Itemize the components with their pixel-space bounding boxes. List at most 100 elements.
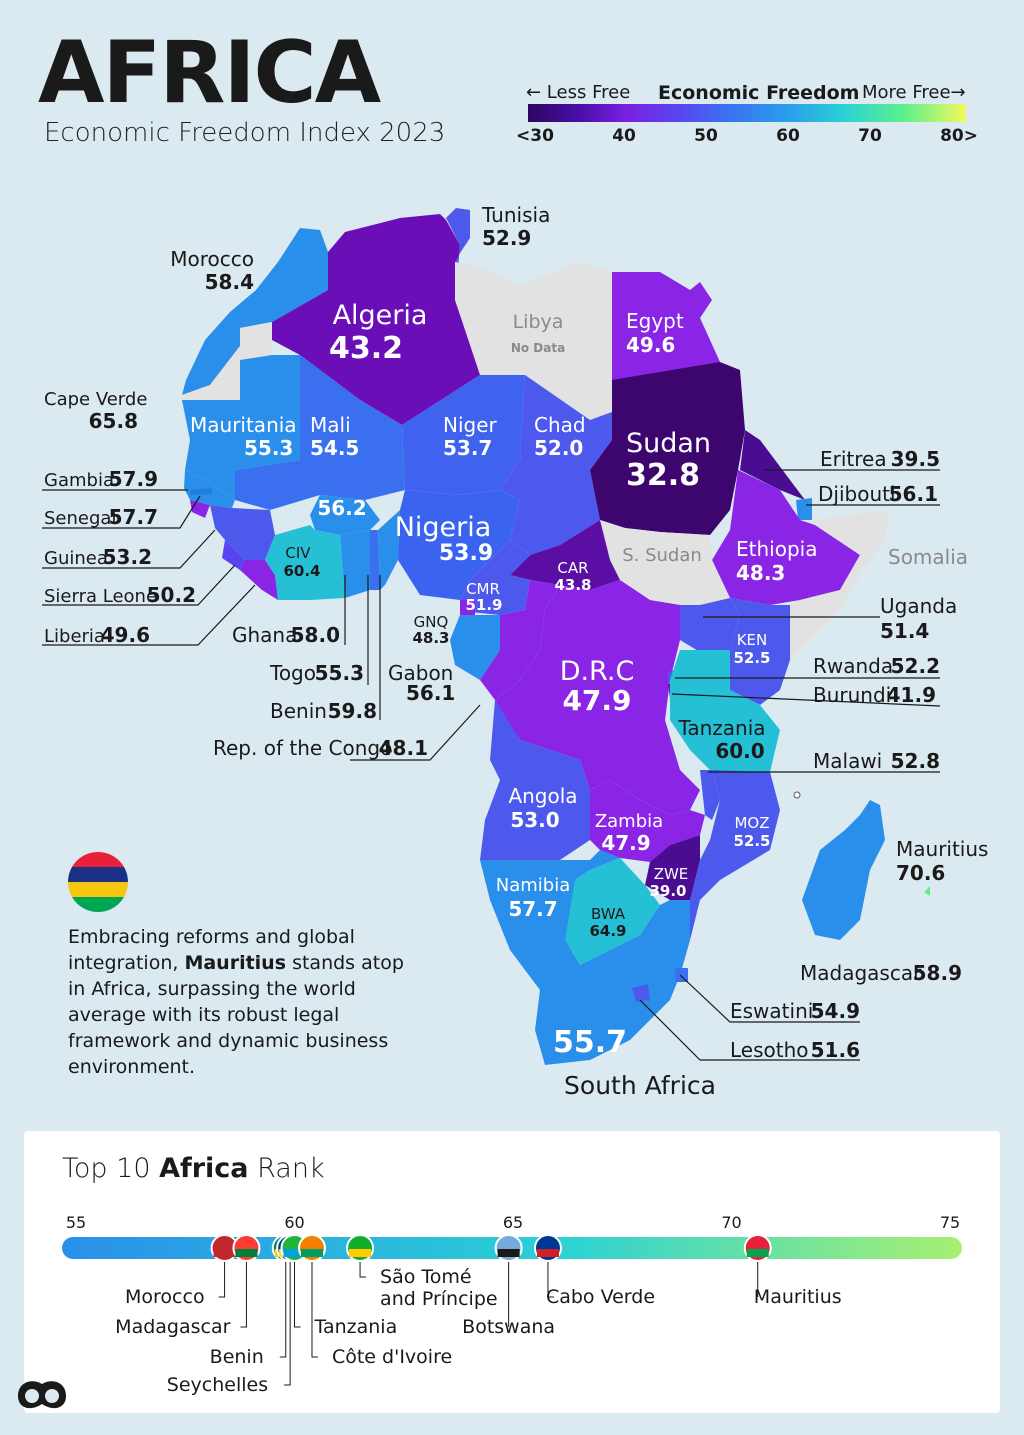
flag-stripe	[497, 1249, 520, 1257]
country-tunisia[interactable]	[446, 208, 470, 300]
label-malawi-score: 52.8	[891, 749, 940, 773]
country-nigeria[interactable]	[398, 490, 520, 600]
country-mali[interactable]	[235, 355, 405, 510]
label-sierraleone-score: 50.2	[147, 583, 196, 607]
label-togo-score: 55.3	[315, 661, 364, 685]
rank-marker[interactable]: Cabo Verde	[533, 1234, 655, 1308]
label-cmr-score: 51.9	[465, 596, 502, 614]
rank-leader-line	[359, 1262, 367, 1278]
label-congo-score: 48.1	[379, 736, 428, 760]
country-egypt[interactable]	[612, 272, 720, 380]
label-benin-name: Benin	[270, 699, 327, 723]
label-southafrica-name: South Africa	[564, 1071, 716, 1100]
mauritius-blurb: Embracing reforms and global integration…	[68, 924, 418, 1080]
label-mauritius-score: 70.6	[896, 861, 945, 885]
country-benin[interactable]	[378, 510, 400, 590]
label-angola-name: Angola	[508, 784, 577, 808]
rank-label: Côte d'Ivoire	[332, 1346, 452, 1368]
country-madagascar[interactable]	[802, 800, 885, 940]
country-south-africa[interactable]	[535, 900, 690, 1065]
label-libya-score: No Data	[511, 341, 565, 355]
label-djibouti-score: 56.1	[889, 482, 938, 506]
country-namibia[interactable]	[480, 850, 620, 990]
country-zwe[interactable]	[645, 835, 700, 900]
country-libya[interactable]	[455, 262, 612, 420]
country-morocco[interactable]	[182, 228, 328, 395]
flag-stripe	[746, 1249, 769, 1257]
country-congo[interactable]	[480, 580, 560, 700]
blurb-highlight: Mauritius	[184, 952, 287, 974]
country-mauritius[interactable]	[924, 886, 930, 896]
country-mauritania[interactable]	[182, 355, 300, 500]
label-uganda-name: Uganda	[880, 594, 957, 618]
country-civ[interactable]	[265, 525, 345, 600]
rank-label: Seychelles	[167, 1374, 268, 1396]
country-somalia[interactable]	[790, 510, 890, 660]
label-sudan-name: Sudan	[626, 428, 711, 459]
rank-marker[interactable]: Madagascar	[115, 1234, 261, 1338]
rank-leader-line	[218, 1262, 226, 1298]
country-ethiopia[interactable]	[712, 470, 860, 605]
rank-marker[interactable]: Botswana	[462, 1234, 555, 1338]
country-car[interactable]	[510, 520, 620, 590]
rank-leader-line	[294, 1262, 301, 1328]
country-gabon[interactable]	[450, 615, 500, 680]
label-egypt-score: 49.6	[626, 333, 675, 357]
country-eswatini[interactable]	[675, 968, 688, 982]
country-drc[interactable]	[495, 580, 700, 815]
country-western-sahara[interactable]	[182, 322, 272, 400]
rank-marker[interactable]: Morocco	[125, 1234, 239, 1308]
rank-label-line: São Tomé	[380, 1266, 472, 1288]
label-ghana-score: 58.0	[291, 623, 340, 647]
flag-stripe	[349, 1249, 372, 1257]
label-burundi-score: 41.9	[887, 683, 936, 707]
top10-title-post: Rank	[248, 1153, 325, 1184]
country-malawi[interactable]	[700, 770, 720, 820]
country-uganda[interactable]	[680, 598, 740, 652]
country-cameroon[interactable]	[460, 540, 530, 615]
country-ghana[interactable]	[340, 530, 370, 598]
label-liberia-name: Liberia	[44, 626, 105, 647]
label-chad-name: Chad	[534, 413, 586, 437]
country-gambia[interactable]	[190, 488, 212, 495]
rank-label: Mauritius	[754, 1286, 842, 1308]
flag-stripe	[283, 1249, 306, 1257]
rank-marker[interactable]: São Tomé and Príncipe	[346, 1234, 498, 1310]
country-bwa[interactable]	[565, 858, 660, 965]
country-burkina[interactable]	[310, 495, 380, 535]
rank-marker[interactable]: Côte d'Ivoire	[297, 1234, 452, 1368]
country-togo[interactable]	[370, 530, 380, 590]
label-eritrea-name: Eritrea	[820, 447, 887, 471]
country-algeria[interactable]	[272, 214, 480, 425]
country-gnq[interactable]	[460, 600, 475, 615]
country-guinea[interactable]	[210, 505, 275, 560]
label-gambia-score: 57.9	[109, 467, 158, 491]
country-djibouti[interactable]	[796, 498, 812, 520]
country-niger[interactable]	[402, 375, 525, 495]
country-sudan[interactable]	[590, 362, 745, 535]
label-liberia-score: 49.6	[101, 623, 150, 647]
label-gabon-score: 56.1	[406, 681, 455, 705]
country-angola[interactable]	[480, 700, 590, 860]
country-sierra-leone[interactable]	[222, 540, 245, 570]
country-lesotho[interactable]	[632, 984, 650, 1002]
label-capeverde-score: 65.8	[89, 409, 138, 433]
label-zwe-name: ZWE	[654, 865, 689, 883]
country-tanzania[interactable]	[670, 650, 780, 775]
country-south-sudan[interactable]	[600, 520, 730, 605]
country-chad[interactable]	[500, 375, 612, 555]
label-gabon-name: Gabon	[388, 661, 453, 685]
label-egypt-name: Egypt	[626, 309, 684, 333]
label-car-name: CAR	[557, 559, 588, 577]
country-zambia[interactable]	[590, 780, 705, 862]
blurb-text: Embracing reforms and global integration…	[68, 926, 355, 974]
label-niger-score: 53.7	[443, 436, 492, 460]
flag-stripe	[213, 1249, 236, 1257]
label-gambia-name: Gambia	[44, 470, 114, 491]
country-eritrea[interactable]	[740, 430, 805, 500]
country-moz[interactable]	[670, 770, 780, 975]
label-burundi-name: Burundi	[813, 683, 891, 707]
label-rwanda-score: 52.2	[891, 654, 940, 678]
rank-marker[interactable]: Mauritius	[743, 1234, 842, 1308]
country-liberia[interactable]	[240, 560, 278, 600]
